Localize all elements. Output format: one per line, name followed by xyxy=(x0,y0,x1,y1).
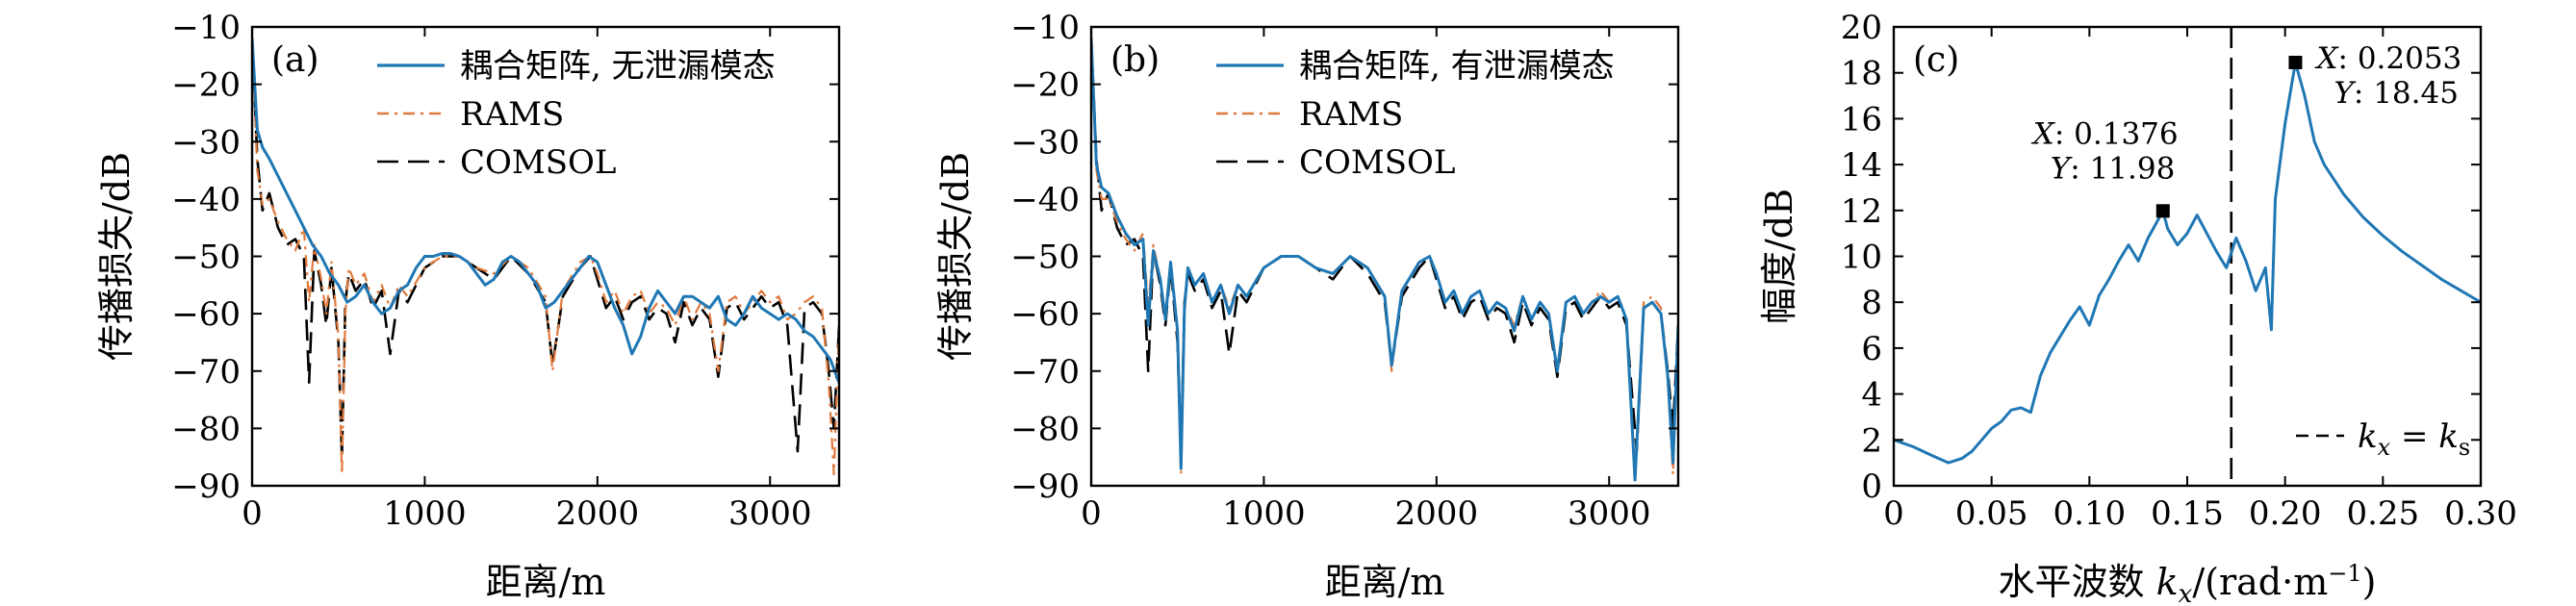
datatip-x-1: X: 0.2053 xyxy=(2314,41,2461,76)
y-tick-label: 16 xyxy=(1841,100,1882,139)
x-tick-label: 3000 xyxy=(728,494,812,533)
y-tick-label: 20 xyxy=(1841,9,1882,47)
y-axis-label: 传播损失/dB xyxy=(95,152,138,361)
y-tick-label: −90 xyxy=(1010,467,1080,506)
y-tick-label: −60 xyxy=(1010,295,1080,334)
y-tick-label: 12 xyxy=(1841,192,1882,231)
y-tick-label: −80 xyxy=(1010,410,1080,448)
y-tick-label: 18 xyxy=(1841,55,1882,93)
y-tick-label: 4 xyxy=(1861,376,1882,415)
datatip-x-0: X: 0.1376 xyxy=(2031,116,2179,151)
panel-tag: (c) xyxy=(1913,40,1959,80)
y-tick-label: 10 xyxy=(1841,239,1882,277)
legend-label-1: RAMS xyxy=(460,95,564,134)
panel-tag: (b) xyxy=(1110,40,1160,80)
x-tick-label: 1000 xyxy=(1222,494,1306,533)
x-tick-label: 1000 xyxy=(383,494,467,533)
datatip-y-0: Y: 11.98 xyxy=(2051,151,2176,186)
legend-label-0: 耦合矩阵, 有泄漏模态 xyxy=(1299,47,1615,86)
y-tick-label: −10 xyxy=(171,9,241,47)
x-tick-label: 2000 xyxy=(1395,494,1479,533)
datatip-marker-0 xyxy=(2155,204,2170,218)
y-axis-label: 传播损失/dB xyxy=(934,152,977,361)
legend-label-0: 耦合矩阵, 无泄漏模态 xyxy=(460,47,776,86)
x-tick-label: 0.05 xyxy=(1955,494,2028,533)
series-line-0 xyxy=(1894,61,2481,465)
series-line-0 xyxy=(252,38,839,384)
x-tick-label: 0.30 xyxy=(2444,494,2517,533)
panel-1: 0 1000 2000 3000 −10 −20 −30 −40 −50 −60 −70 −80 −90… xyxy=(934,9,1680,603)
x-tick-label: 3000 xyxy=(1568,494,1651,533)
x-axis-label: 距离/m xyxy=(1325,561,1445,603)
legend-label-2: COMSOL xyxy=(460,143,616,182)
x-axis-label: 水平波数 kx/(rad·m−1) xyxy=(1999,560,2377,606)
legend-label-1: RAMS xyxy=(1299,95,1403,134)
legend-label-2: COMSOL xyxy=(1299,143,1455,182)
y-tick-label: −20 xyxy=(1010,66,1080,105)
series-line-2 xyxy=(252,38,839,459)
y-tick-label: 6 xyxy=(1861,330,1882,368)
y-tick-label: −10 xyxy=(1010,9,1080,47)
y-tick-label: 2 xyxy=(1861,421,1882,460)
y-tick-label: −70 xyxy=(1010,353,1080,391)
y-tick-label: −50 xyxy=(171,239,241,277)
series-line-0 xyxy=(1091,38,1678,482)
y-tick-label: −50 xyxy=(1010,239,1080,277)
y-tick-label: −60 xyxy=(171,295,241,334)
x-tick-label: 0.15 xyxy=(2151,494,2224,533)
x-tick-label: 0.10 xyxy=(2053,494,2126,533)
x-tick-label: 0.20 xyxy=(2249,494,2322,533)
legend-label-ref: kx = ks xyxy=(2358,417,2470,461)
datatip-y-1: Y: 18.45 xyxy=(2334,76,2459,111)
x-tick-label: 0.25 xyxy=(2346,494,2419,533)
panel-2: 0 0.05 0.10 0.15 0.20 0.25 0.30024681012141618… xyxy=(1758,9,2517,606)
x-tick-label: 0 xyxy=(1081,494,1102,533)
y-tick-label: −20 xyxy=(171,66,241,105)
x-axis-label: 距离/m xyxy=(486,561,606,603)
panel-tag: (a) xyxy=(271,40,319,80)
y-tick-label: −30 xyxy=(171,123,241,162)
y-tick-label: −70 xyxy=(171,353,241,391)
x-tick-label: 2000 xyxy=(556,494,640,533)
x-tick-label: 0 xyxy=(242,494,263,533)
y-tick-label: −40 xyxy=(171,181,241,219)
y-tick-label: −80 xyxy=(171,410,241,448)
y-tick-label: 8 xyxy=(1861,284,1882,322)
y-tick-label: −90 xyxy=(171,467,241,506)
panel-0: 0 1000 2000 3000 −10 −20 −30 −40 −50 −60 −70 −80 −90… xyxy=(95,9,841,603)
y-tick-label: 14 xyxy=(1841,146,1882,185)
y-axis-label: 幅度/dB xyxy=(1758,189,1800,324)
datatip-marker-1 xyxy=(2288,55,2303,69)
y-tick-label: −30 xyxy=(1010,123,1080,162)
x-tick-label: 0 xyxy=(1883,494,1904,533)
y-tick-label: −40 xyxy=(1010,181,1080,219)
y-tick-label: 0 xyxy=(1861,467,1882,506)
